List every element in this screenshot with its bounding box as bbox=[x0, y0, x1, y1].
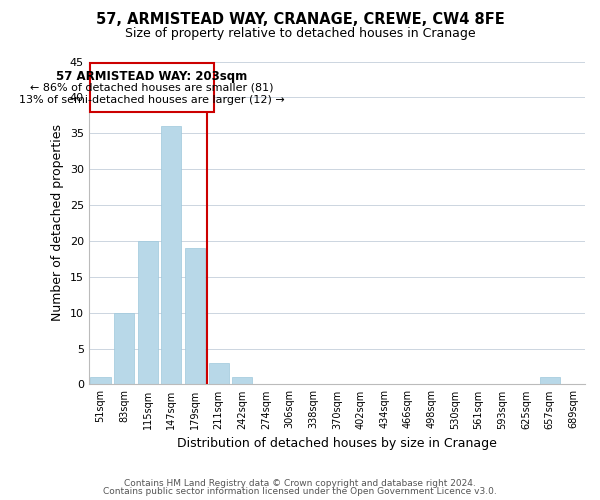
Text: 13% of semi-detached houses are larger (12) →: 13% of semi-detached houses are larger (… bbox=[19, 95, 285, 105]
Bar bbox=[137, 241, 158, 384]
Y-axis label: Number of detached properties: Number of detached properties bbox=[51, 124, 64, 322]
Bar bbox=[185, 248, 205, 384]
Text: Size of property relative to detached houses in Cranage: Size of property relative to detached ho… bbox=[125, 28, 475, 40]
FancyBboxPatch shape bbox=[90, 63, 214, 112]
Text: Contains HM Land Registry data © Crown copyright and database right 2024.: Contains HM Land Registry data © Crown c… bbox=[124, 478, 476, 488]
Text: ← 86% of detached houses are smaller (81): ← 86% of detached houses are smaller (81… bbox=[30, 82, 274, 92]
Bar bbox=[539, 378, 560, 384]
Bar bbox=[209, 363, 229, 384]
Text: 57, ARMISTEAD WAY, CRANAGE, CREWE, CW4 8FE: 57, ARMISTEAD WAY, CRANAGE, CREWE, CW4 8… bbox=[95, 12, 505, 28]
X-axis label: Distribution of detached houses by size in Cranage: Distribution of detached houses by size … bbox=[177, 437, 497, 450]
Bar bbox=[114, 312, 134, 384]
Text: Contains public sector information licensed under the Open Government Licence v3: Contains public sector information licen… bbox=[103, 487, 497, 496]
Bar bbox=[232, 378, 253, 384]
Bar bbox=[161, 126, 181, 384]
Text: 57 ARMISTEAD WAY: 203sqm: 57 ARMISTEAD WAY: 203sqm bbox=[56, 70, 247, 83]
Bar bbox=[91, 378, 110, 384]
